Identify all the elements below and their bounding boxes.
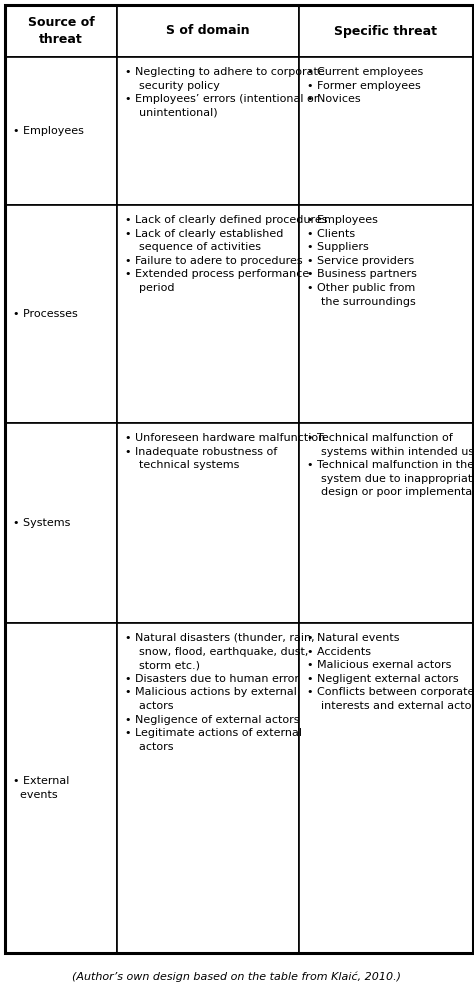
Text: • Employees
• Clients
• Suppliers
• Service providers
• Business partners
• Othe: • Employees • Clients • Suppliers • Serv… [307, 215, 417, 307]
Text: • External
  events: • External events [13, 777, 69, 799]
Text: • Unforeseen hardware malfunction
• Inadequate robustness of
    technical syste: • Unforeseen hardware malfunction • Inad… [125, 433, 325, 471]
Bar [299, 5, 473, 57]
Bar [117, 623, 299, 953]
Bar [299, 57, 473, 205]
Text: • Natural disasters (thunder, rain,
    snow, flood, earthquake, dust,
    storm: • Natural disasters (thunder, rain, snow… [125, 633, 315, 752]
Bar [5, 57, 117, 205]
Text: • Lack of clearly defined procedures
• Lack of clearly established
    sequence : • Lack of clearly defined procedures • L… [125, 215, 328, 293]
Text: (Author’s own design based on the table from Klaić, 2010.): (Author’s own design based on the table … [73, 971, 401, 981]
Bar [5, 5, 117, 57]
Text: • Technical malfunction of
    systems within intended use
• Technical malfuncti: • Technical malfunction of systems withi… [307, 433, 474, 497]
Text: S of domain: S of domain [166, 25, 250, 38]
Text: • Current employees
• Former employees
• Novices: • Current employees • Former employees •… [307, 67, 423, 104]
Text: Source of
threat: Source of threat [27, 16, 94, 47]
Bar [5, 205, 117, 423]
Text: • Neglecting to adhere to corporate
    security policy
• Employees’ errors (int: • Neglecting to adhere to corporate secu… [125, 67, 325, 118]
Bar [5, 423, 117, 623]
Text: • Processes: • Processes [13, 309, 78, 319]
Bar [5, 623, 117, 953]
Text: • Natural events
• Accidents
• Malicious exernal actors
• Negligent external act: • Natural events • Accidents • Malicious… [307, 633, 474, 711]
Bar [117, 423, 299, 623]
Text: • Employees: • Employees [13, 126, 84, 136]
Bar [299, 423, 473, 623]
Text: Specific threat: Specific threat [335, 25, 438, 38]
Bar [117, 5, 299, 57]
Bar [299, 205, 473, 423]
Bar [117, 57, 299, 205]
Text: • Systems: • Systems [13, 518, 70, 528]
Bar [117, 205, 299, 423]
Bar [299, 623, 473, 953]
